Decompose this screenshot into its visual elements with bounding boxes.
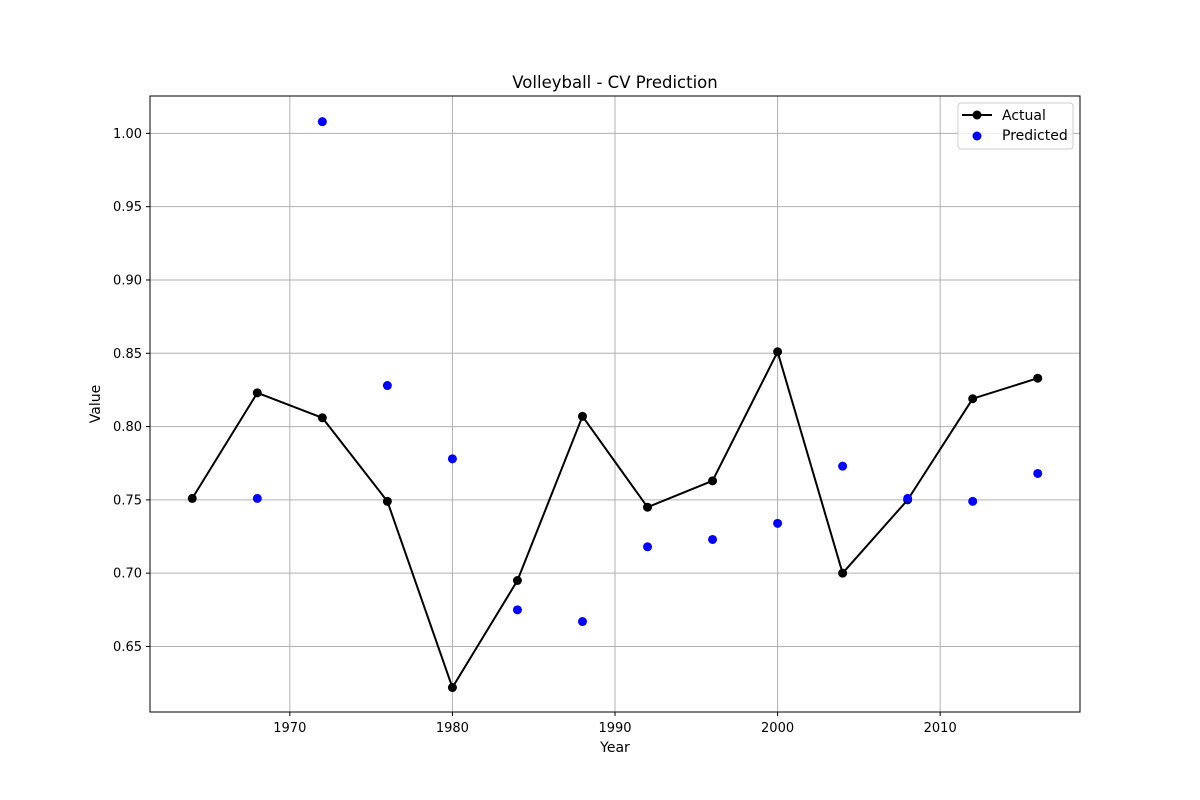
actual-point bbox=[577, 411, 587, 421]
actual-point bbox=[382, 496, 392, 506]
predicted-point bbox=[252, 493, 262, 503]
predicted-point bbox=[382, 381, 392, 391]
axis-ticks: 1970 1980 1990 2000 2010 0.65 0.70 0.75 0.80 0.85… bbox=[113, 127, 957, 736]
actual-point bbox=[512, 576, 522, 586]
actual-point bbox=[447, 683, 457, 693]
actual-point bbox=[187, 493, 197, 503]
predicted-point bbox=[838, 461, 848, 471]
predicted-point bbox=[577, 617, 587, 627]
y-tick-label: 0.65 bbox=[113, 640, 142, 655]
predicted-point bbox=[968, 496, 978, 506]
y-tick-label: 1.00 bbox=[113, 127, 142, 142]
actual-point bbox=[643, 502, 653, 512]
legend-actual-marker-icon bbox=[972, 110, 982, 120]
predicted-point bbox=[643, 542, 653, 552]
legend: Actual Predicted bbox=[957, 102, 1074, 150]
actual-point bbox=[968, 394, 978, 404]
legend-predicted-label: Predicted bbox=[1002, 128, 1068, 144]
predicted-point bbox=[512, 605, 522, 615]
predicted-point bbox=[447, 454, 457, 464]
predicted-point bbox=[903, 493, 913, 503]
actual-series-line bbox=[191, 350, 1039, 689]
y-tick-label: 0.90 bbox=[113, 273, 142, 288]
grid-lines bbox=[150, 96, 1080, 712]
legend-actual-label: Actual bbox=[1002, 108, 1046, 124]
chart-title: Volleyball - CV Prediction bbox=[512, 73, 717, 92]
x-axis-title: Year bbox=[599, 740, 630, 756]
actual-point bbox=[773, 347, 783, 357]
y-tick-label: 0.70 bbox=[113, 567, 142, 582]
actual-point bbox=[252, 388, 262, 398]
x-tick-label: 1980 bbox=[436, 721, 469, 736]
x-tick-label: 1970 bbox=[273, 721, 306, 736]
x-tick-label: 2010 bbox=[924, 721, 957, 736]
x-tick-label: 1990 bbox=[598, 721, 631, 736]
actual-point bbox=[708, 476, 718, 486]
predicted-point bbox=[1033, 468, 1043, 478]
predicted-point bbox=[317, 117, 327, 127]
plot-data bbox=[187, 117, 1043, 693]
x-tick-label: 2000 bbox=[761, 721, 794, 736]
legend-predicted-marker-icon bbox=[972, 131, 982, 141]
actual-point bbox=[317, 413, 327, 423]
predicted-point bbox=[708, 534, 718, 544]
actual-point bbox=[1033, 373, 1043, 383]
y-axis-title: Value bbox=[88, 385, 104, 423]
y-tick-label: 0.95 bbox=[113, 200, 142, 215]
predicted-point bbox=[773, 518, 783, 528]
y-tick-label: 0.75 bbox=[113, 493, 142, 508]
actual-point bbox=[838, 568, 848, 578]
y-tick-label: 0.85 bbox=[113, 347, 142, 362]
y-tick-label: 0.80 bbox=[113, 420, 142, 435]
